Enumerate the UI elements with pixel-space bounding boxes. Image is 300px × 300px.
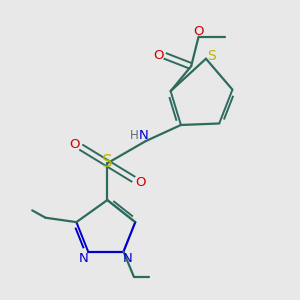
Text: N: N <box>138 129 148 142</box>
Text: O: O <box>193 25 204 38</box>
Text: N: N <box>123 252 133 265</box>
Text: O: O <box>69 138 80 151</box>
Text: N: N <box>79 252 88 265</box>
Text: O: O <box>153 49 164 62</box>
Text: O: O <box>135 176 146 189</box>
Text: H: H <box>130 129 139 142</box>
Text: S: S <box>102 153 112 171</box>
Text: S: S <box>207 50 216 63</box>
